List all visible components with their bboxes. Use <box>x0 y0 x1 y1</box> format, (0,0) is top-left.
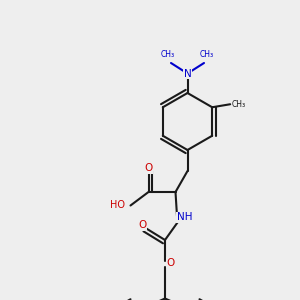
Text: HO: HO <box>110 200 125 211</box>
Text: N: N <box>184 68 191 79</box>
Text: O: O <box>167 257 175 268</box>
Text: O: O <box>138 220 147 230</box>
Text: NH: NH <box>177 212 192 223</box>
Text: CH₃: CH₃ <box>232 100 246 109</box>
Text: O: O <box>144 163 153 173</box>
Text: CH₃: CH₃ <box>161 50 175 58</box>
Text: CH₃: CH₃ <box>200 50 214 58</box>
